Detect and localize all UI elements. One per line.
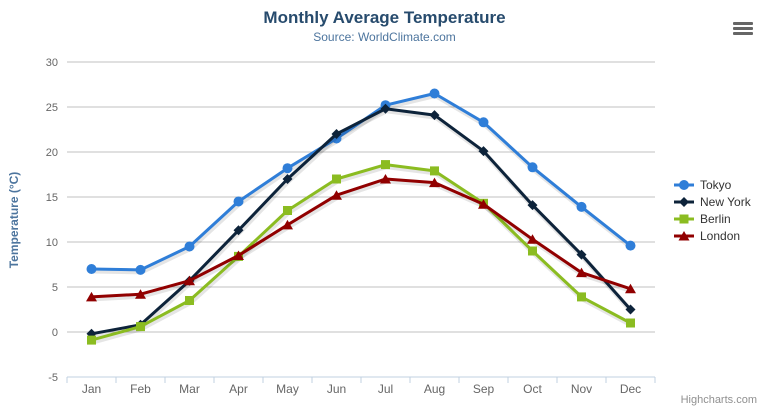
series-shadow <box>92 178 633 302</box>
y-axis-label: 30 <box>46 57 58 69</box>
legend-item-new-york[interactable]: New York <box>673 193 751 210</box>
x-axis-label: Aug <box>424 382 445 396</box>
legend: Tokyo New York Berlin London <box>673 176 751 244</box>
series-tokyo <box>86 88 636 275</box>
x-axis-label: Nov <box>571 382 592 396</box>
legend-item-tokyo[interactable]: Tokyo <box>673 176 751 193</box>
data-point-london[interactable] <box>86 291 97 302</box>
series-new-york <box>86 103 636 339</box>
y-axis-label: -5 <box>48 372 58 384</box>
data-point-tokyo[interactable] <box>135 264 146 275</box>
x-axis-label: Mar <box>179 382 200 396</box>
data-point-new-york[interactable] <box>233 225 244 236</box>
legend-marker-shape-new-york[interactable] <box>679 196 689 207</box>
series-line-berlin <box>90 163 632 342</box>
legend-marker-tokyo <box>674 179 694 190</box>
data-point-berlin[interactable] <box>577 292 586 302</box>
x-axis-label: Apr <box>229 382 248 396</box>
legend-label-berlin: Berlin <box>700 211 731 226</box>
x-axis-label: Sep <box>473 382 495 396</box>
data-point-berlin[interactable] <box>185 296 194 305</box>
data-point-tokyo[interactable] <box>233 196 244 207</box>
data-point-new-york[interactable] <box>478 146 489 157</box>
data-point-tokyo[interactable] <box>576 201 587 212</box>
series-berlin <box>87 160 635 345</box>
legend-marker-shape-berlin[interactable] <box>679 214 689 223</box>
legend-marker-shape-tokyo[interactable] <box>679 179 689 190</box>
data-point-berlin[interactable] <box>136 322 145 332</box>
legend-marker-shape-london[interactable] <box>678 230 690 241</box>
data-point-tokyo[interactable] <box>282 163 293 174</box>
data-point-new-york[interactable] <box>576 249 587 260</box>
data-point-london[interactable] <box>625 283 636 294</box>
series-line-new-york <box>90 107 632 336</box>
y-axis-label: 15 <box>46 192 58 204</box>
data-point-london[interactable] <box>576 267 587 278</box>
data-point-tokyo[interactable] <box>527 162 538 173</box>
data-point-berlin[interactable] <box>87 335 96 345</box>
legend-item-berlin[interactable]: Berlin <box>673 210 751 227</box>
x-axis-label: May <box>276 382 299 396</box>
y-axis-label: 25 <box>46 102 58 114</box>
data-point-tokyo[interactable] <box>625 240 636 251</box>
series-line-london <box>90 177 632 299</box>
data-point-new-york[interactable] <box>282 174 293 184</box>
x-axis-label: Jun <box>327 382 346 396</box>
data-point-london[interactable] <box>331 190 342 200</box>
data-point-berlin[interactable] <box>332 174 341 184</box>
chart-title: Monthly Average Temperature <box>263 8 506 27</box>
data-point-tokyo[interactable] <box>478 117 489 128</box>
x-axis-label: Jan <box>82 382 101 396</box>
export-menu-button[interactable] <box>733 22 753 36</box>
chart-subtitle: Source: WorldClimate.com <box>313 30 456 44</box>
data-point-london[interactable] <box>282 219 293 230</box>
data-point-berlin[interactable] <box>283 206 292 215</box>
data-point-new-york[interactable] <box>527 200 538 211</box>
data-point-london[interactable] <box>527 234 538 244</box>
hamburger-icon <box>733 22 753 25</box>
data-point-tokyo[interactable] <box>184 241 195 252</box>
legend-marker-berlin <box>674 214 694 223</box>
data-point-london[interactable] <box>233 250 244 261</box>
legend-marker-london <box>674 230 694 241</box>
y-axis-label: 20 <box>46 147 58 159</box>
data-point-london[interactable] <box>184 275 195 286</box>
data-point-berlin[interactable] <box>381 160 390 170</box>
data-point-new-york[interactable] <box>331 129 342 139</box>
highcharts-credit[interactable]: Highcharts.com <box>680 394 757 406</box>
legend-label-london: London <box>700 228 741 243</box>
series-london <box>86 174 636 302</box>
legend-item-london[interactable]: London <box>673 227 751 244</box>
data-point-london[interactable] <box>135 289 146 299</box>
data-point-berlin[interactable] <box>430 166 439 176</box>
x-axis-label: Jul <box>378 382 393 396</box>
data-point-berlin[interactable] <box>528 246 537 256</box>
legend-marker-new-york <box>674 196 694 207</box>
hamburger-icon <box>733 27 753 30</box>
data-point-tokyo[interactable] <box>86 264 97 274</box>
x-axis-label: Feb <box>130 382 151 396</box>
data-point-tokyo[interactable] <box>429 88 440 99</box>
data-point-berlin[interactable] <box>626 318 635 328</box>
data-point-london[interactable] <box>429 177 440 188</box>
x-axis-label: Dec <box>620 382 641 396</box>
legend-label-new-york: New York <box>700 194 751 209</box>
data-point-new-york[interactable] <box>380 103 391 114</box>
y-axis-label: 10 <box>46 237 58 249</box>
y-axis-label: 0 <box>52 327 58 339</box>
x-axis-label: Oct <box>523 382 542 396</box>
data-point-london[interactable] <box>380 174 391 184</box>
data-point-new-york[interactable] <box>429 110 440 121</box>
legend-label-tokyo: Tokyo <box>700 177 732 192</box>
y-axis-label: 5 <box>52 282 58 294</box>
hamburger-icon <box>733 32 753 35</box>
data-point-new-york[interactable] <box>625 304 636 315</box>
y-axis-title: Temperature (°C) <box>7 171 21 269</box>
data-point-london[interactable] <box>478 199 489 209</box>
